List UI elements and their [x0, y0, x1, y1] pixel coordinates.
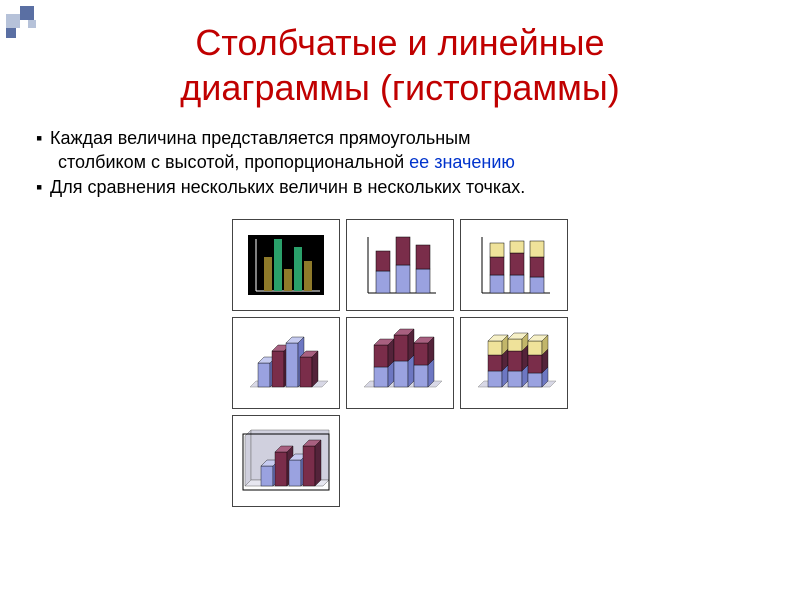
- chart-thumbnail: [232, 317, 340, 409]
- chart-thumbnail-grid: [0, 219, 800, 507]
- corner-decoration: [6, 6, 46, 51]
- bullet-marker: ▪: [36, 126, 50, 175]
- bullet-2: ▪ Для сравнения нескольких величин в нес…: [36, 175, 764, 199]
- bullet-1-text: Каждая величина представляется прямоугол…: [50, 126, 515, 175]
- bullet-marker: ▪: [36, 175, 50, 199]
- bullet-1-line-1: Каждая величина представляется прямоугол…: [50, 126, 515, 150]
- bullet-1-line-2-blue: ее значению: [409, 152, 515, 172]
- chart-thumbnail: [346, 219, 454, 311]
- bullet-1-line-2: столбиком с высотой, пропорциональной ее…: [50, 150, 515, 174]
- bullet-1-line-2-black: столбиком с высотой, пропорциональной: [50, 152, 409, 172]
- chart-thumbnail: [232, 219, 340, 311]
- body-text: ▪ Каждая величина представляется прямоуг…: [0, 122, 800, 207]
- title-line-1: Столбчатые и линейные: [195, 22, 604, 63]
- chart-thumbnail: [460, 219, 568, 311]
- chart-thumbnail: [460, 317, 568, 409]
- bullet-1: ▪ Каждая величина представляется прямоуг…: [36, 126, 764, 175]
- chart-thumbnail: [232, 415, 340, 507]
- bullet-2-text: Для сравнения нескольких величин в неско…: [50, 175, 525, 199]
- chart-thumbnail: [346, 317, 454, 409]
- slide-title: Столбчатые и линейные диаграммы (гистогр…: [0, 0, 800, 122]
- title-line-2: диаграммы (гистограммы): [180, 67, 620, 108]
